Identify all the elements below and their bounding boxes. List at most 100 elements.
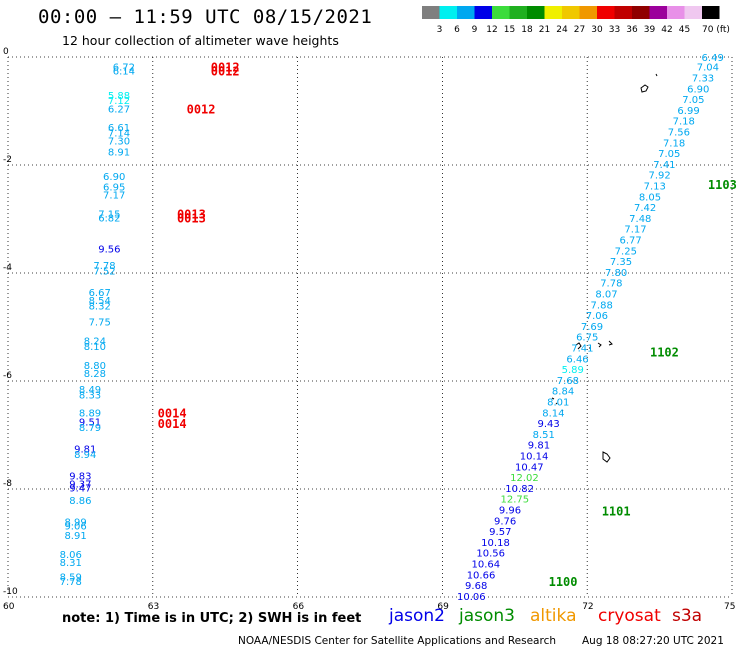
satellite-name-altika: altika <box>530 606 577 626</box>
x-tick-label: 63 <box>147 602 160 612</box>
wave-height-label: 6.90 <box>103 172 125 183</box>
wave-height-label: 10.14 <box>520 452 549 463</box>
y-tick-label: -6 <box>3 371 12 381</box>
coastline <box>551 73 658 463</box>
legend-swatch <box>544 6 562 19</box>
wave-height-label: 7.88 <box>591 300 613 311</box>
wave-height-label: 7.05 <box>658 149 680 160</box>
wave-height-label: 8.80 <box>84 361 106 372</box>
wave-height-label: 7.30 <box>108 137 130 148</box>
wave-height-label: 7.14 <box>108 129 130 140</box>
satellite-name-jason3: jason3 <box>459 606 515 626</box>
wave-height-label: 5.88 <box>108 91 130 102</box>
wave-height-label: 7.56 <box>668 128 690 139</box>
time-label: 0013 <box>177 211 206 225</box>
page-subtitle: 12 hour collection of altimeter wave hei… <box>62 33 339 48</box>
credit-text: NOAA/NESDIS Center for Satellite Applica… <box>238 635 556 647</box>
legend-swatch <box>614 6 632 19</box>
wave-height-label: 7.78 <box>60 577 82 588</box>
legend-label: 15 <box>504 25 515 34</box>
legend-label: 45 <box>679 25 690 34</box>
legend-swatch <box>684 6 702 19</box>
wave-height-label: 7.69 <box>581 322 603 333</box>
wave-height-label: 7.17 <box>624 225 646 236</box>
wave-height-label: 6.90 <box>687 84 709 95</box>
time-label: 0012 <box>211 61 240 75</box>
legend-swatch <box>474 6 492 19</box>
legend-swatch <box>439 6 457 19</box>
legend-label: 36 <box>626 25 638 34</box>
generated-date: Aug 18 08:27:20 UTC 2021 <box>582 635 724 647</box>
wave-height-label: 8.32 <box>89 301 111 312</box>
legend-label: 42 <box>661 25 672 34</box>
time-label: 0014 <box>158 406 187 420</box>
wave-height-label: 9.43 <box>537 419 559 430</box>
legend-label: 70 (ft) <box>702 25 730 34</box>
wave-height-label: 10.66 <box>467 570 496 581</box>
legend-swatch <box>702 6 720 19</box>
wave-height-label: 8.99 <box>64 517 86 528</box>
legend-swatch <box>632 6 650 19</box>
time-label: 0012 <box>211 65 240 79</box>
track-cryosat: 6.726.145.887.126.276.617.147.308.916.90… <box>60 61 240 588</box>
wave-height-label: 9.37 <box>69 480 91 491</box>
wave-height-label: 7.12 <box>108 96 130 107</box>
x-tick-label: 72 <box>582 602 594 612</box>
wave-height-label: 6.72 <box>113 63 135 74</box>
legend-label: 30 <box>591 25 603 34</box>
wave-height-label: 8.33 <box>79 391 101 402</box>
wave-height-label: 8.01 <box>547 398 569 409</box>
wave-height-label: 9.81 <box>74 445 96 456</box>
y-tick-label: 0 <box>3 47 9 57</box>
legend-label: 18 <box>521 25 533 34</box>
wave-height-label: 8.06 <box>60 550 82 561</box>
wave-height-label: 6.95 <box>103 183 125 194</box>
wave-height-label: 10.47 <box>515 462 544 473</box>
wave-height-label: 9.76 <box>494 516 516 527</box>
satellite-name-s3a: s3a <box>672 606 703 626</box>
wave-height-label: 8.89 <box>79 408 101 419</box>
legend-swatch <box>457 6 475 19</box>
y-tick-label: -4 <box>3 263 12 273</box>
legend-swatch <box>527 6 545 19</box>
wave-height-label: 7.18 <box>673 117 695 128</box>
wave-height-label: 10.64 <box>472 560 501 571</box>
y-tick-label: -8 <box>3 479 12 489</box>
wave-height-label: 8.28 <box>84 369 106 380</box>
wave-height-label: 9.57 <box>489 527 511 538</box>
wave-height-label: 8.94 <box>74 450 96 461</box>
legend-label: 27 <box>574 25 585 34</box>
x-tick-label: 75 <box>724 602 736 612</box>
gridlines <box>7 56 733 598</box>
time-label: 0014 <box>158 417 187 431</box>
wave-height-label: 6.27 <box>108 104 130 115</box>
wave-height-label: 6.75 <box>576 333 598 344</box>
wave-height-label: 7.25 <box>615 246 637 257</box>
legend-swatch <box>597 6 615 19</box>
wave-height-label: 8.86 <box>69 496 91 507</box>
wave-height-label: 6.77 <box>620 236 642 247</box>
satellite-name-jason2: jason2 <box>389 606 445 626</box>
wave-height-label: 6.61 <box>108 123 130 134</box>
wave-height-label: 10.56 <box>476 549 505 560</box>
wave-height-label: 8.79 <box>79 423 101 434</box>
wave-height-label: 9.47 <box>69 483 91 494</box>
wave-height-label: 9.56 <box>98 245 120 256</box>
wave-height-label: 7.05 <box>682 95 704 106</box>
wave-height-label: 8.59 <box>60 572 82 583</box>
wave-height-label: 7.13 <box>644 182 666 193</box>
wave-height-label: 7.80 <box>605 268 627 279</box>
wave-height-label: 8.14 <box>542 408 564 419</box>
legend-label: 3 <box>437 25 443 34</box>
time-label: 1101 <box>602 505 631 519</box>
legend-swatch <box>422 6 440 19</box>
color-legend: 3 6 9 12 15 18 21 24 27 30 33 36 39 42 45 70 (ft) <box>422 6 730 34</box>
x-tick-label: 69 <box>437 602 449 612</box>
wave-height-label: 7.48 <box>629 214 651 225</box>
y-tick-label: -10 <box>3 587 18 597</box>
wave-height-label: 6.67 <box>89 288 111 299</box>
wave-height-label: 10.82 <box>505 484 534 495</box>
wave-height-label: 8.05 <box>639 192 661 203</box>
y-tick-label: -2 <box>3 155 12 165</box>
